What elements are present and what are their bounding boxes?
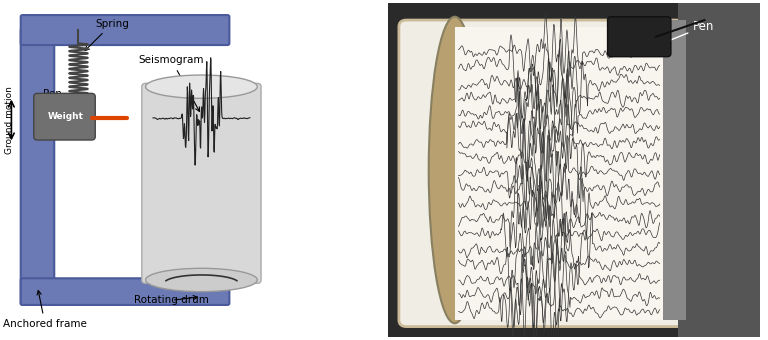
Ellipse shape bbox=[429, 17, 481, 323]
Text: Weight: Weight bbox=[48, 112, 84, 121]
Ellipse shape bbox=[146, 268, 257, 292]
FancyBboxPatch shape bbox=[607, 17, 671, 57]
Bar bbox=[656, 20, 686, 320]
Text: Pen: Pen bbox=[641, 20, 715, 52]
Text: Anchored frame: Anchored frame bbox=[3, 291, 87, 328]
Text: Rotating drum: Rotating drum bbox=[134, 295, 209, 305]
Text: Spring: Spring bbox=[85, 19, 129, 51]
FancyBboxPatch shape bbox=[399, 20, 694, 327]
FancyBboxPatch shape bbox=[142, 83, 261, 283]
Bar bbox=[678, 3, 760, 337]
Text: Ground motion: Ground motion bbox=[505, 267, 588, 277]
Ellipse shape bbox=[146, 75, 257, 98]
FancyBboxPatch shape bbox=[21, 278, 230, 305]
Text: Ground motion: Ground motion bbox=[5, 86, 14, 154]
FancyBboxPatch shape bbox=[21, 15, 230, 45]
FancyBboxPatch shape bbox=[21, 29, 55, 305]
FancyBboxPatch shape bbox=[455, 27, 664, 320]
Text: Pen: Pen bbox=[43, 89, 90, 116]
Text: Seismogram: Seismogram bbox=[139, 55, 204, 112]
FancyBboxPatch shape bbox=[34, 94, 95, 140]
